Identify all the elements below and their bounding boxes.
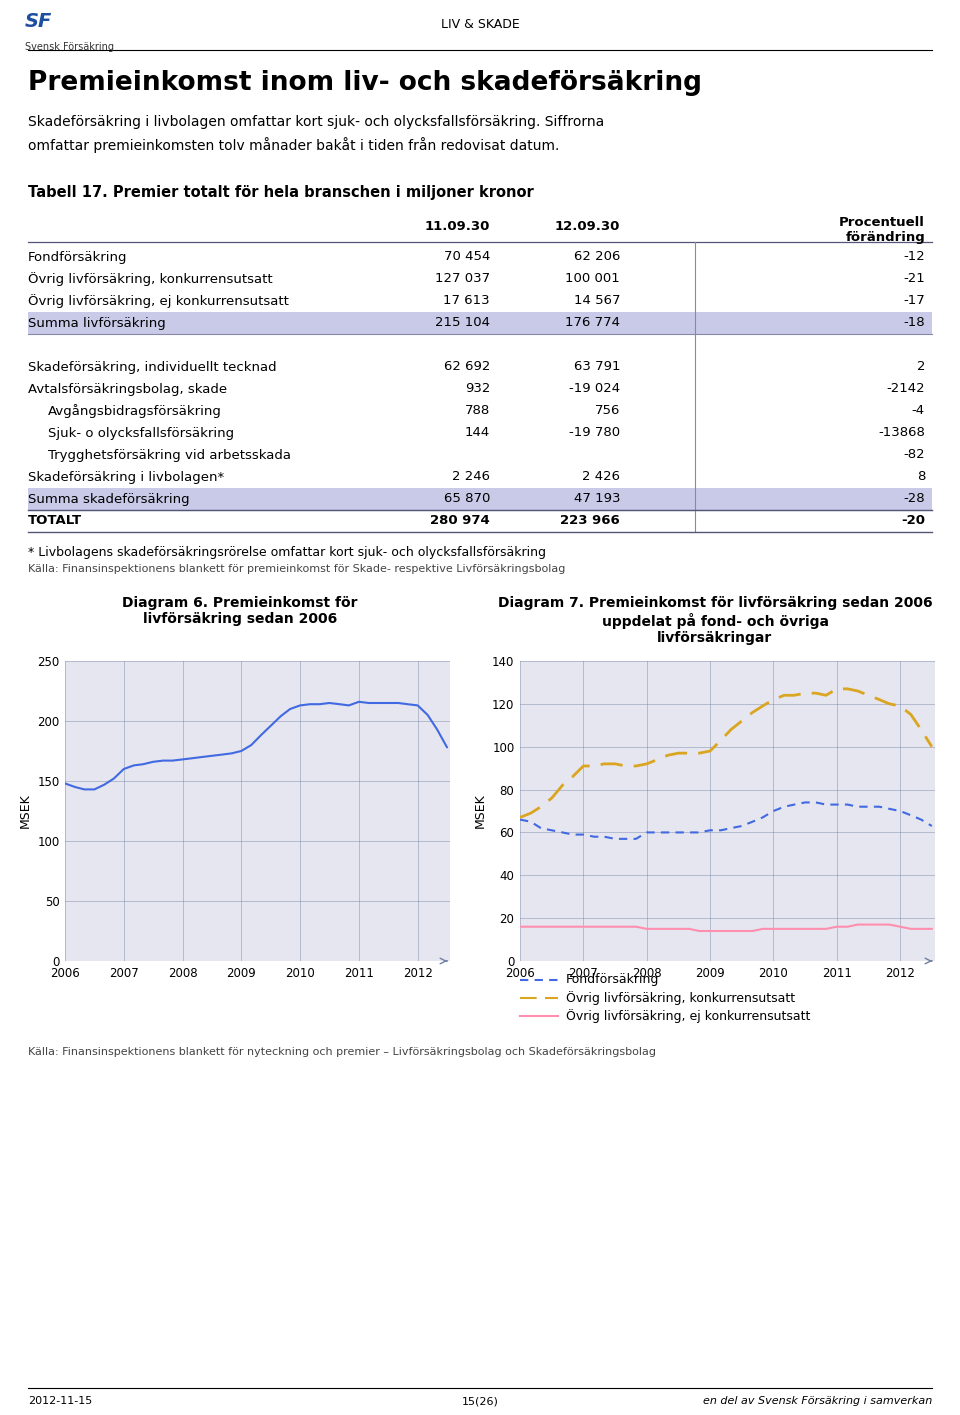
Text: LIV & SKADE: LIV & SKADE bbox=[441, 18, 519, 31]
Text: Övrig livförsäkring, ej konkurrensutsatt: Övrig livförsäkring, ej konkurrensutsatt bbox=[28, 294, 289, 308]
Text: Diagram 6. Premieinkomst för
livförsäkring sedan 2006: Diagram 6. Premieinkomst för livförsäkri… bbox=[122, 596, 358, 627]
Text: förändring: förändring bbox=[845, 231, 925, 243]
Text: Fondförsäkring: Fondförsäkring bbox=[566, 974, 660, 986]
Text: -18: -18 bbox=[903, 317, 925, 330]
Text: Källa: Finansinspektionens blankett för premieinkomst för Skade- respektive Livf: Källa: Finansinspektionens blankett för … bbox=[28, 565, 565, 574]
Text: 17 613: 17 613 bbox=[444, 294, 490, 307]
Text: -19 780: -19 780 bbox=[569, 426, 620, 440]
Text: en del av Svensk Försäkring i samverkan: en del av Svensk Försäkring i samverkan bbox=[703, 1397, 932, 1407]
Text: 756: 756 bbox=[594, 405, 620, 417]
Text: Svensk Försäkring: Svensk Försäkring bbox=[25, 42, 114, 52]
Text: Summa skadeförsäkring: Summa skadeförsäkring bbox=[28, 492, 190, 505]
Text: Procentuell: Procentuell bbox=[839, 216, 925, 229]
Text: 280 974: 280 974 bbox=[430, 515, 490, 528]
Text: Övrig livförsäkring, konkurrensutsatt: Övrig livförsäkring, konkurrensutsatt bbox=[28, 272, 273, 286]
Text: Avgångsbidragsförsäkring: Avgångsbidragsförsäkring bbox=[48, 405, 222, 417]
Text: 932: 932 bbox=[465, 382, 490, 396]
Text: 65 870: 65 870 bbox=[444, 492, 490, 505]
Bar bbox=[28, 311, 932, 334]
Text: 62 692: 62 692 bbox=[444, 361, 490, 374]
Text: 100 001: 100 001 bbox=[565, 273, 620, 286]
Text: Trygghetsförsäkring vid arbetsskada: Trygghetsförsäkring vid arbetsskada bbox=[48, 449, 291, 461]
Text: 63 791: 63 791 bbox=[573, 361, 620, 374]
Bar bbox=[28, 488, 932, 509]
Text: 144: 144 bbox=[465, 426, 490, 440]
Text: Skadeförsäkring, individuellt tecknad: Skadeförsäkring, individuellt tecknad bbox=[28, 361, 276, 374]
Text: 176 774: 176 774 bbox=[565, 317, 620, 330]
Text: -21: -21 bbox=[903, 273, 925, 286]
Text: -19 024: -19 024 bbox=[569, 382, 620, 396]
Text: 14 567: 14 567 bbox=[573, 294, 620, 307]
Text: Fondförsäkring: Fondförsäkring bbox=[28, 250, 128, 263]
Text: 15(26): 15(26) bbox=[462, 1397, 498, 1407]
Text: 215 104: 215 104 bbox=[435, 317, 490, 330]
Text: Övrig livförsäkring, konkurrensutsatt: Övrig livförsäkring, konkurrensutsatt bbox=[566, 990, 795, 1005]
Text: 223 966: 223 966 bbox=[561, 515, 620, 528]
Text: -82: -82 bbox=[903, 449, 925, 461]
Text: -2142: -2142 bbox=[886, 382, 925, 396]
Text: Skadeförsäkring i livbolagen omfattar kort sjuk- och olycksfallsförsäkring. Siff: Skadeförsäkring i livbolagen omfattar ko… bbox=[28, 115, 604, 153]
Text: Källa: Finansinspektionens blankett för nyteckning och premier – Livförsäkringsb: Källa: Finansinspektionens blankett för … bbox=[28, 1047, 656, 1057]
Text: -17: -17 bbox=[903, 294, 925, 307]
Text: 2012-11-15: 2012-11-15 bbox=[28, 1397, 92, 1407]
Text: 12.09.30: 12.09.30 bbox=[555, 219, 620, 232]
Text: SF: SF bbox=[25, 11, 53, 31]
Text: Summa livförsäkring: Summa livförsäkring bbox=[28, 317, 166, 330]
Text: 70 454: 70 454 bbox=[444, 250, 490, 263]
Text: Tabell 17. Premier totalt för hela branschen i miljoner kronor: Tabell 17. Premier totalt för hela brans… bbox=[28, 185, 534, 200]
Text: 8: 8 bbox=[917, 471, 925, 484]
Text: Premieinkomst inom liv- och skadeförsäkring: Premieinkomst inom liv- och skadeförsäkr… bbox=[28, 69, 702, 96]
Text: Avtalsförsäkringsbolag, skade: Avtalsförsäkringsbolag, skade bbox=[28, 382, 228, 396]
Text: 47 193: 47 193 bbox=[573, 492, 620, 505]
Y-axis label: MSEK: MSEK bbox=[18, 794, 32, 828]
Text: 11.09.30: 11.09.30 bbox=[424, 219, 490, 232]
Text: -20: -20 bbox=[901, 515, 925, 528]
Y-axis label: MSEK: MSEK bbox=[473, 794, 487, 828]
Text: Diagram 7. Premieinkomst för livförsäkring sedan 2006
uppdelat på fond- och övri: Diagram 7. Premieinkomst för livförsäkri… bbox=[497, 596, 932, 645]
Text: Sjuk- o olycksfallsförsäkring: Sjuk- o olycksfallsförsäkring bbox=[48, 426, 234, 440]
Text: 62 206: 62 206 bbox=[574, 250, 620, 263]
Text: 127 037: 127 037 bbox=[435, 273, 490, 286]
Text: TOTALT: TOTALT bbox=[28, 515, 83, 528]
Text: 2 426: 2 426 bbox=[582, 471, 620, 484]
Text: 2: 2 bbox=[917, 361, 925, 374]
Text: Övrig livförsäkring, ej konkurrensutsatt: Övrig livförsäkring, ej konkurrensutsatt bbox=[566, 1009, 810, 1023]
Text: 2 246: 2 246 bbox=[452, 471, 490, 484]
Text: -28: -28 bbox=[903, 492, 925, 505]
Text: -4: -4 bbox=[912, 405, 925, 417]
Text: * Livbolagens skadeförsäkringsrörelse omfattar kort sjuk- och olycksfallsförsäkr: * Livbolagens skadeförsäkringsrörelse om… bbox=[28, 546, 546, 559]
Text: -13868: -13868 bbox=[878, 426, 925, 440]
Text: -12: -12 bbox=[903, 250, 925, 263]
Text: Skadeförsäkring i livbolagen*: Skadeförsäkring i livbolagen* bbox=[28, 471, 225, 484]
Text: 788: 788 bbox=[465, 405, 490, 417]
